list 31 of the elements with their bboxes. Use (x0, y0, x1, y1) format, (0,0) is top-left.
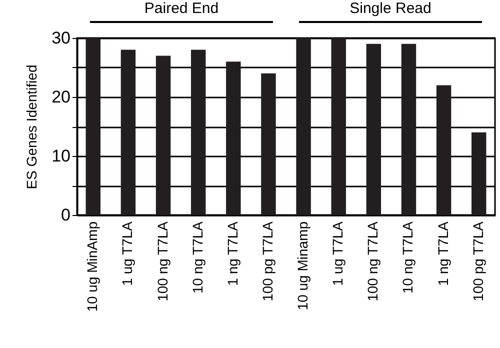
bar (226, 62, 241, 215)
x-tick-label: 100 ng T7LA (364, 220, 381, 302)
x-tick-label: 100 pg T7LA (259, 220, 276, 302)
bar (156, 56, 171, 215)
bar (190, 50, 206, 215)
y-tick-label: 10 (52, 146, 70, 166)
x-tick-label: 1 ug T7LA (119, 220, 136, 286)
x-tick-label: 10 ug Minamp (294, 221, 311, 310)
y-tick-label: 0 (61, 206, 70, 224)
x-tick-label: 1 ug T7LA (330, 220, 346, 286)
y-tick-label: 20 (52, 88, 70, 106)
bar (366, 44, 382, 215)
x-tick-label: 10 ug MinAmp (84, 221, 100, 312)
bar (472, 132, 486, 215)
x-tick-label: 1 ng T7LA (434, 220, 451, 286)
x-tick-label: 100 ng T7LA (154, 220, 170, 302)
x-tick-label: 10 ng T7LA (400, 220, 416, 294)
x-tick-label: 1 ng T7LA (224, 220, 240, 286)
bar (86, 38, 100, 215)
bar (436, 85, 452, 215)
bar (261, 73, 276, 215)
bar (296, 38, 311, 215)
bar (401, 44, 416, 215)
bar (331, 38, 346, 215)
text: Single Read (350, 0, 432, 18)
x-tick-label: 10 ng T7LA (189, 220, 206, 294)
bar (120, 50, 136, 215)
text: Paired End (144, 0, 219, 18)
x-tick-label: 100 pg T7LA (470, 220, 486, 302)
y-axis-title: ES Genes Identified (24, 64, 40, 190)
y-tick-label: 30 (52, 28, 70, 48)
